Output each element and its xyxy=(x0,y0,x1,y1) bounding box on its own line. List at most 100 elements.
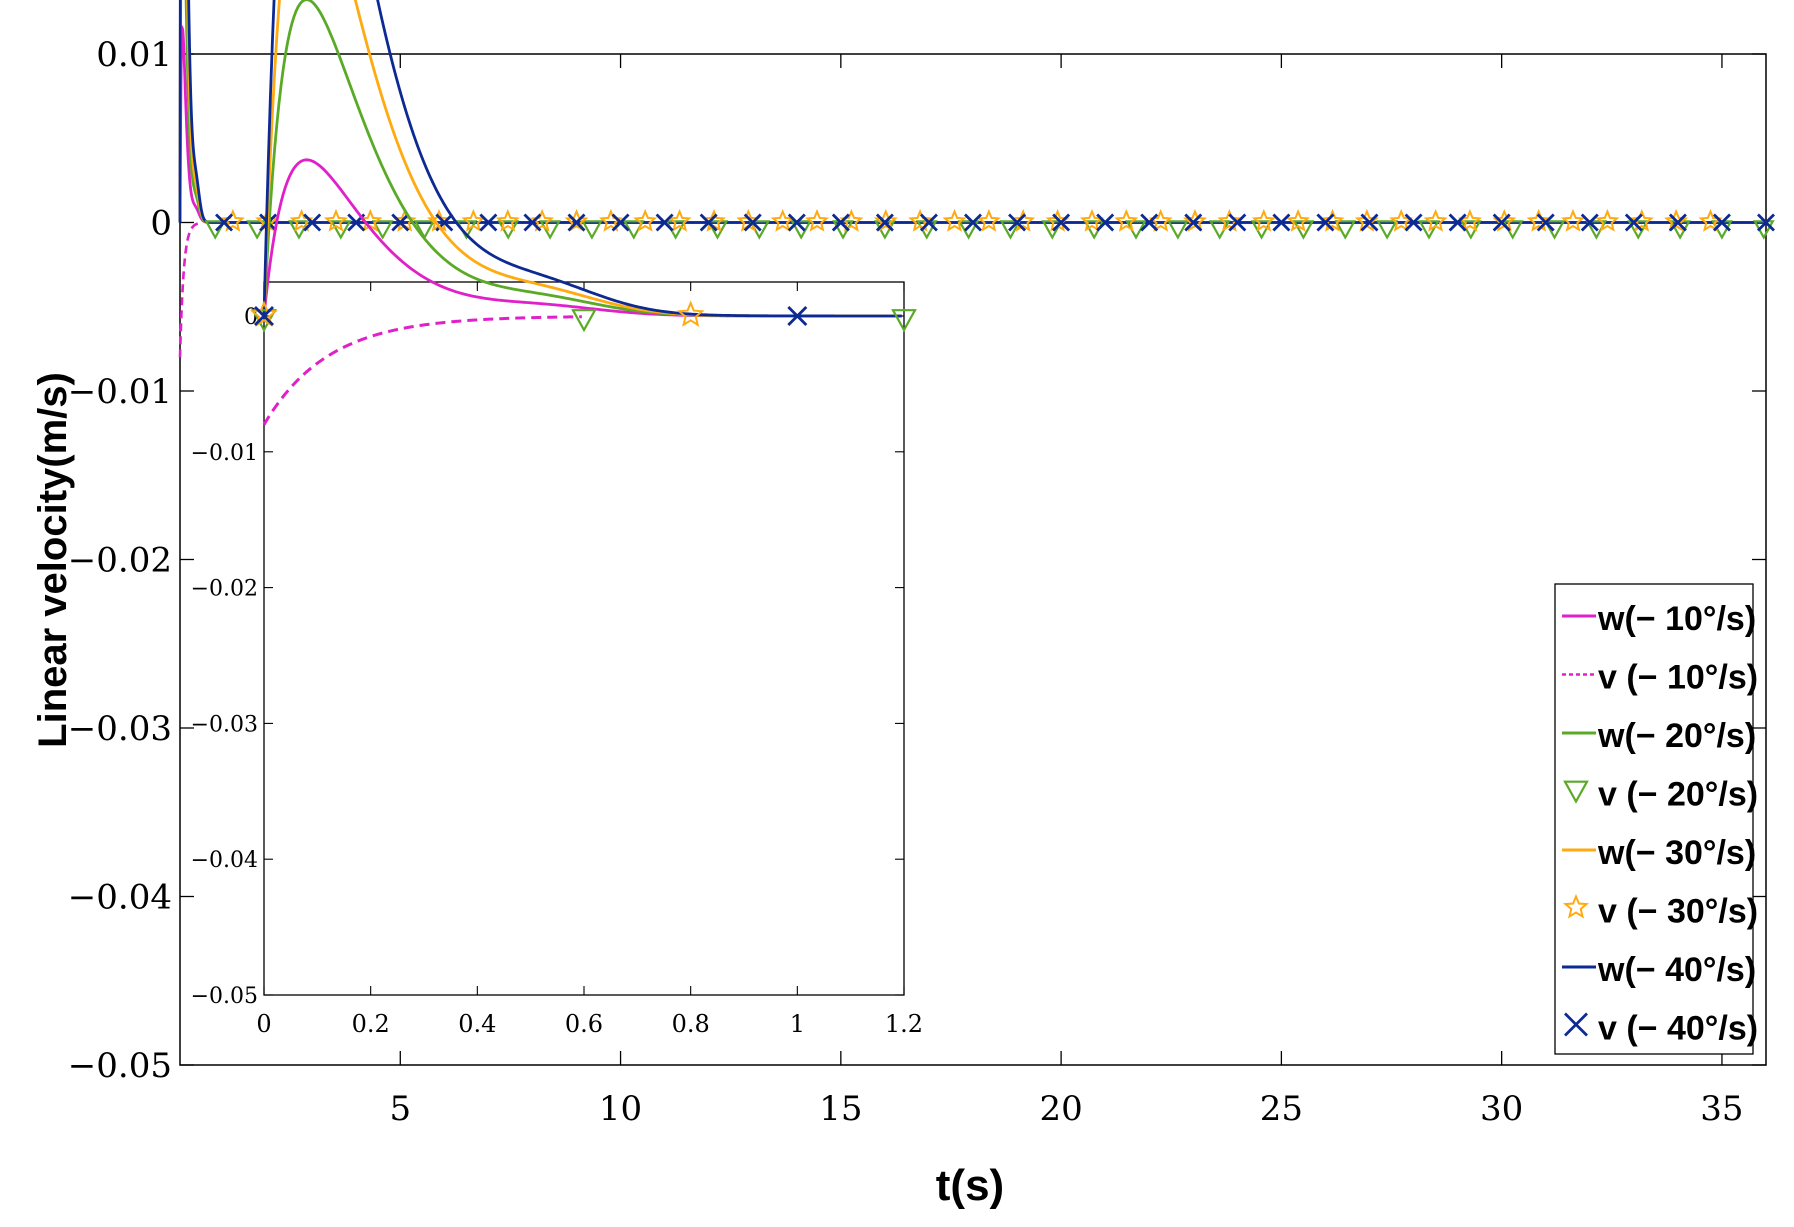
inset-marker-star xyxy=(250,300,278,327)
main-x-tick-label: 30 xyxy=(1480,1089,1523,1129)
inset-marker-triangle xyxy=(891,309,917,333)
inset-marker-triangle xyxy=(571,309,597,333)
main-marker-x xyxy=(479,213,498,232)
main-marker-star xyxy=(1320,208,1345,232)
main-marker-triangle xyxy=(1166,220,1189,240)
main-marker-star xyxy=(564,208,589,232)
main-x-tick-label: 10 xyxy=(599,1089,642,1129)
main-marker-star xyxy=(1629,208,1654,232)
main-marker-star xyxy=(461,208,486,232)
main-marker-x xyxy=(1668,213,1687,232)
main-y-tick-label: 0.01 xyxy=(96,35,172,75)
legend-entry: v (− 20°/s) xyxy=(1563,776,1758,814)
legend-label: w(− 20°/s) xyxy=(1597,717,1756,755)
legend-entry: v (− 30°/s) xyxy=(1562,893,1758,931)
inset-y-tick-label: −0.05 xyxy=(191,984,258,1009)
inset-marker-star xyxy=(676,300,705,327)
inset-x-tick-label: 0.6 xyxy=(565,1010,603,1038)
main-marker-x xyxy=(1404,213,1423,232)
legend-label: v (− 40°/s) xyxy=(1598,1010,1758,1048)
main-marker-star xyxy=(804,208,830,232)
main-marker-star xyxy=(667,208,692,232)
main-series-line-dashed xyxy=(178,222,199,358)
main-marker-star xyxy=(1286,208,1311,232)
main-marker-x xyxy=(391,213,410,232)
inset-y-tick-label: −0.03 xyxy=(191,712,258,737)
main-marker-triangle xyxy=(204,220,227,240)
main-marker-x xyxy=(787,213,806,232)
inset-series-group xyxy=(250,0,917,426)
main-marker-x xyxy=(699,213,718,232)
main-y-tick-label: −0.04 xyxy=(68,878,172,918)
main-marker-triangle xyxy=(413,220,436,240)
main-marker-star xyxy=(1217,208,1242,232)
main-marker-star xyxy=(770,208,795,232)
legend-label: w(− 40°/s) xyxy=(1597,951,1756,989)
main-marker-x xyxy=(1096,213,1115,232)
main-marker-x xyxy=(1184,213,1203,232)
main-marker-triangle xyxy=(1334,220,1357,240)
main-marker-triangle xyxy=(790,220,813,240)
main-marker-star xyxy=(1251,208,1276,232)
main-marker-x xyxy=(1008,213,1027,232)
inset-x-tick-label: 0.8 xyxy=(672,1010,710,1038)
inset-axes: 0 0.2 0.4 0.6 0.8 1 1.2 0 −0.01 −0.02 −0.03 −0.04 −… xyxy=(191,0,923,1038)
main-marker-x xyxy=(303,213,322,232)
main-x-tick-label: 5 xyxy=(389,1089,411,1129)
main-y-tick-label: 0 xyxy=(150,204,172,244)
main-marker-x xyxy=(1536,213,1555,232)
main-marker-x xyxy=(523,213,542,232)
main-marker-star xyxy=(1595,208,1620,232)
main-marker-star xyxy=(942,208,967,232)
main-x-tick-label: 15 xyxy=(819,1089,862,1129)
main-marker-x xyxy=(875,213,894,232)
main-marker-x xyxy=(1492,213,1511,232)
main-marker-x xyxy=(831,213,850,232)
main-x-tick-label: 20 xyxy=(1039,1089,1082,1129)
main-marker-triangle xyxy=(957,220,980,240)
main-marker-x xyxy=(1316,213,1335,232)
main-x-tick-label: 35 xyxy=(1700,1089,1743,1129)
main-marker-x xyxy=(1712,213,1731,232)
main-marker-x xyxy=(611,213,630,232)
inset-x-tick-label: 0 xyxy=(256,1010,271,1038)
inset-x-tick-label: 1.2 xyxy=(885,1010,923,1038)
main-marker-star xyxy=(873,208,898,232)
legend-entry: w(− 20°/s) xyxy=(1562,717,1756,755)
inset-x-ticks: 0 0.2 0.4 0.6 0.8 1 1.2 xyxy=(256,282,923,1038)
inset-plot-frame xyxy=(263,281,905,996)
main-marker-x xyxy=(1272,213,1291,232)
main-marker-triangle xyxy=(539,220,561,240)
main-marker-x xyxy=(1624,213,1643,232)
inset-y-tick-label: −0.04 xyxy=(191,848,258,873)
legend-entry: v (− 40°/s) xyxy=(1564,1010,1758,1048)
main-marker-x xyxy=(567,213,586,232)
main-marker-x xyxy=(1448,213,1467,232)
main-marker-x xyxy=(1140,213,1159,232)
main-marker-star xyxy=(323,208,349,232)
inset-y-tick-label: −0.02 xyxy=(191,577,258,602)
legend-entry: w(− 10°/s) xyxy=(1562,600,1756,638)
legend-label: w(− 30°/s) xyxy=(1597,834,1756,872)
inset-marker-x xyxy=(254,306,274,326)
legend-entry: w(− 30°/s) xyxy=(1562,834,1756,872)
main-marker-star xyxy=(1423,208,1448,232)
main-marker-x xyxy=(1360,213,1379,232)
legend-marker-sample xyxy=(1562,893,1590,919)
main-marker-star xyxy=(495,208,520,232)
legend-marker-sample xyxy=(1563,780,1589,804)
legend-label: v (− 30°/s) xyxy=(1598,893,1758,931)
inset-x-tick-label: 0.2 xyxy=(352,1010,390,1038)
main-marker-triangle xyxy=(1627,220,1650,240)
inset-y-ticks: 0−0.01−0.02−0.03−0.04−0.05 xyxy=(191,305,904,1009)
main-marker-triangle xyxy=(706,220,729,240)
main-y-tick-label: −0.02 xyxy=(68,541,172,581)
legend: w(− 10°/s) v (− 10°/s) w(− 20°/s) v (− 20°/… xyxy=(1554,583,1758,1055)
main-marker-star xyxy=(1011,208,1036,232)
inset-marker-x xyxy=(787,306,808,326)
main-y-tick-label: −0.03 xyxy=(68,709,172,749)
legend-entry: v (− 10°/s) xyxy=(1562,659,1758,697)
main-marker-x xyxy=(743,213,762,232)
main-series-group xyxy=(178,0,1775,358)
